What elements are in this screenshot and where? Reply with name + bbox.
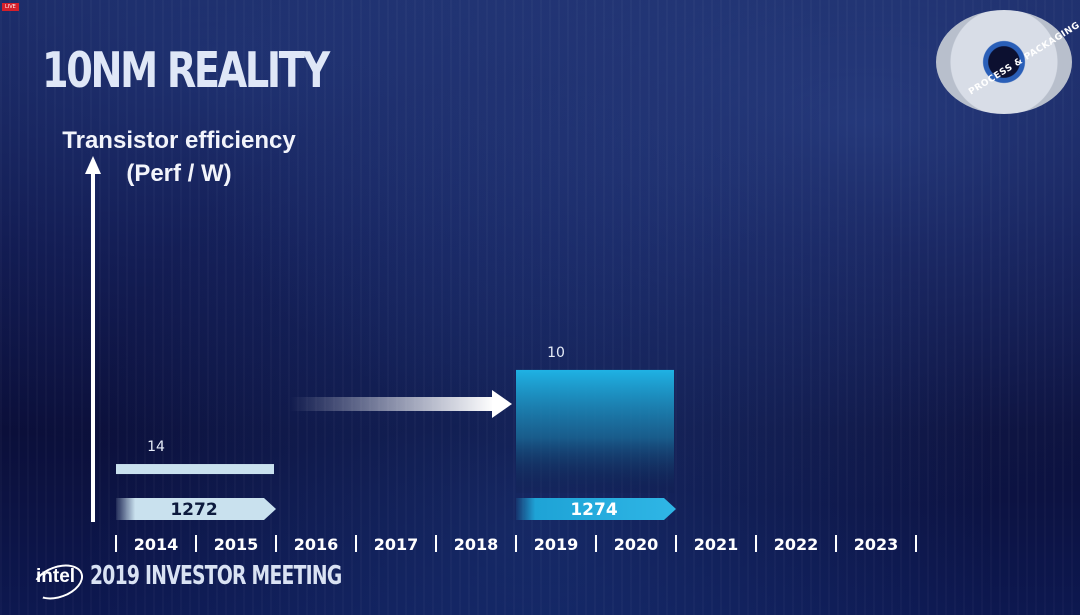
x-tick-label: 2017 bbox=[374, 535, 419, 554]
y-axis-label: Transistor efficiency (Perf / W) bbox=[44, 124, 314, 190]
process-packaging-badge-icon bbox=[936, 10, 1072, 114]
x-tick-label: 2014 bbox=[134, 535, 179, 554]
slide-title: 10NM REALITY bbox=[42, 42, 330, 99]
y-axis-arrowhead-icon bbox=[85, 156, 101, 174]
x-tick-label: 2015 bbox=[214, 535, 259, 554]
y-axis-label-line1: Transistor efficiency bbox=[62, 127, 296, 154]
x-tick-label: 2019 bbox=[534, 535, 579, 554]
intel-logo: intel bbox=[36, 566, 76, 587]
process-label: 1272 bbox=[170, 500, 217, 520]
event-name: 2019 INVESTOR MEETING bbox=[90, 561, 342, 591]
y-axis-label-line2: (Perf / W) bbox=[126, 160, 232, 187]
bar-efficiency bbox=[516, 369, 674, 493]
bar-efficiency bbox=[116, 464, 274, 475]
x-tick-label: 2020 bbox=[614, 535, 659, 554]
process-chevron bbox=[516, 498, 676, 520]
bar-node-label: 14 bbox=[147, 439, 165, 455]
x-tick-label: 2023 bbox=[854, 535, 899, 554]
x-tick-label: 2018 bbox=[454, 535, 499, 554]
transition-arrow-shaft bbox=[290, 397, 494, 411]
x-tick-label: 2022 bbox=[774, 535, 819, 554]
x-tick-label: 2016 bbox=[294, 535, 339, 554]
process-chevron bbox=[116, 498, 276, 520]
transition-arrow-head-icon bbox=[492, 390, 512, 418]
x-tick-label: 2021 bbox=[694, 535, 739, 554]
live-badge: LIVE bbox=[2, 3, 19, 11]
process-label: 1274 bbox=[570, 500, 617, 520]
bar-node-label: 10 bbox=[547, 345, 565, 361]
